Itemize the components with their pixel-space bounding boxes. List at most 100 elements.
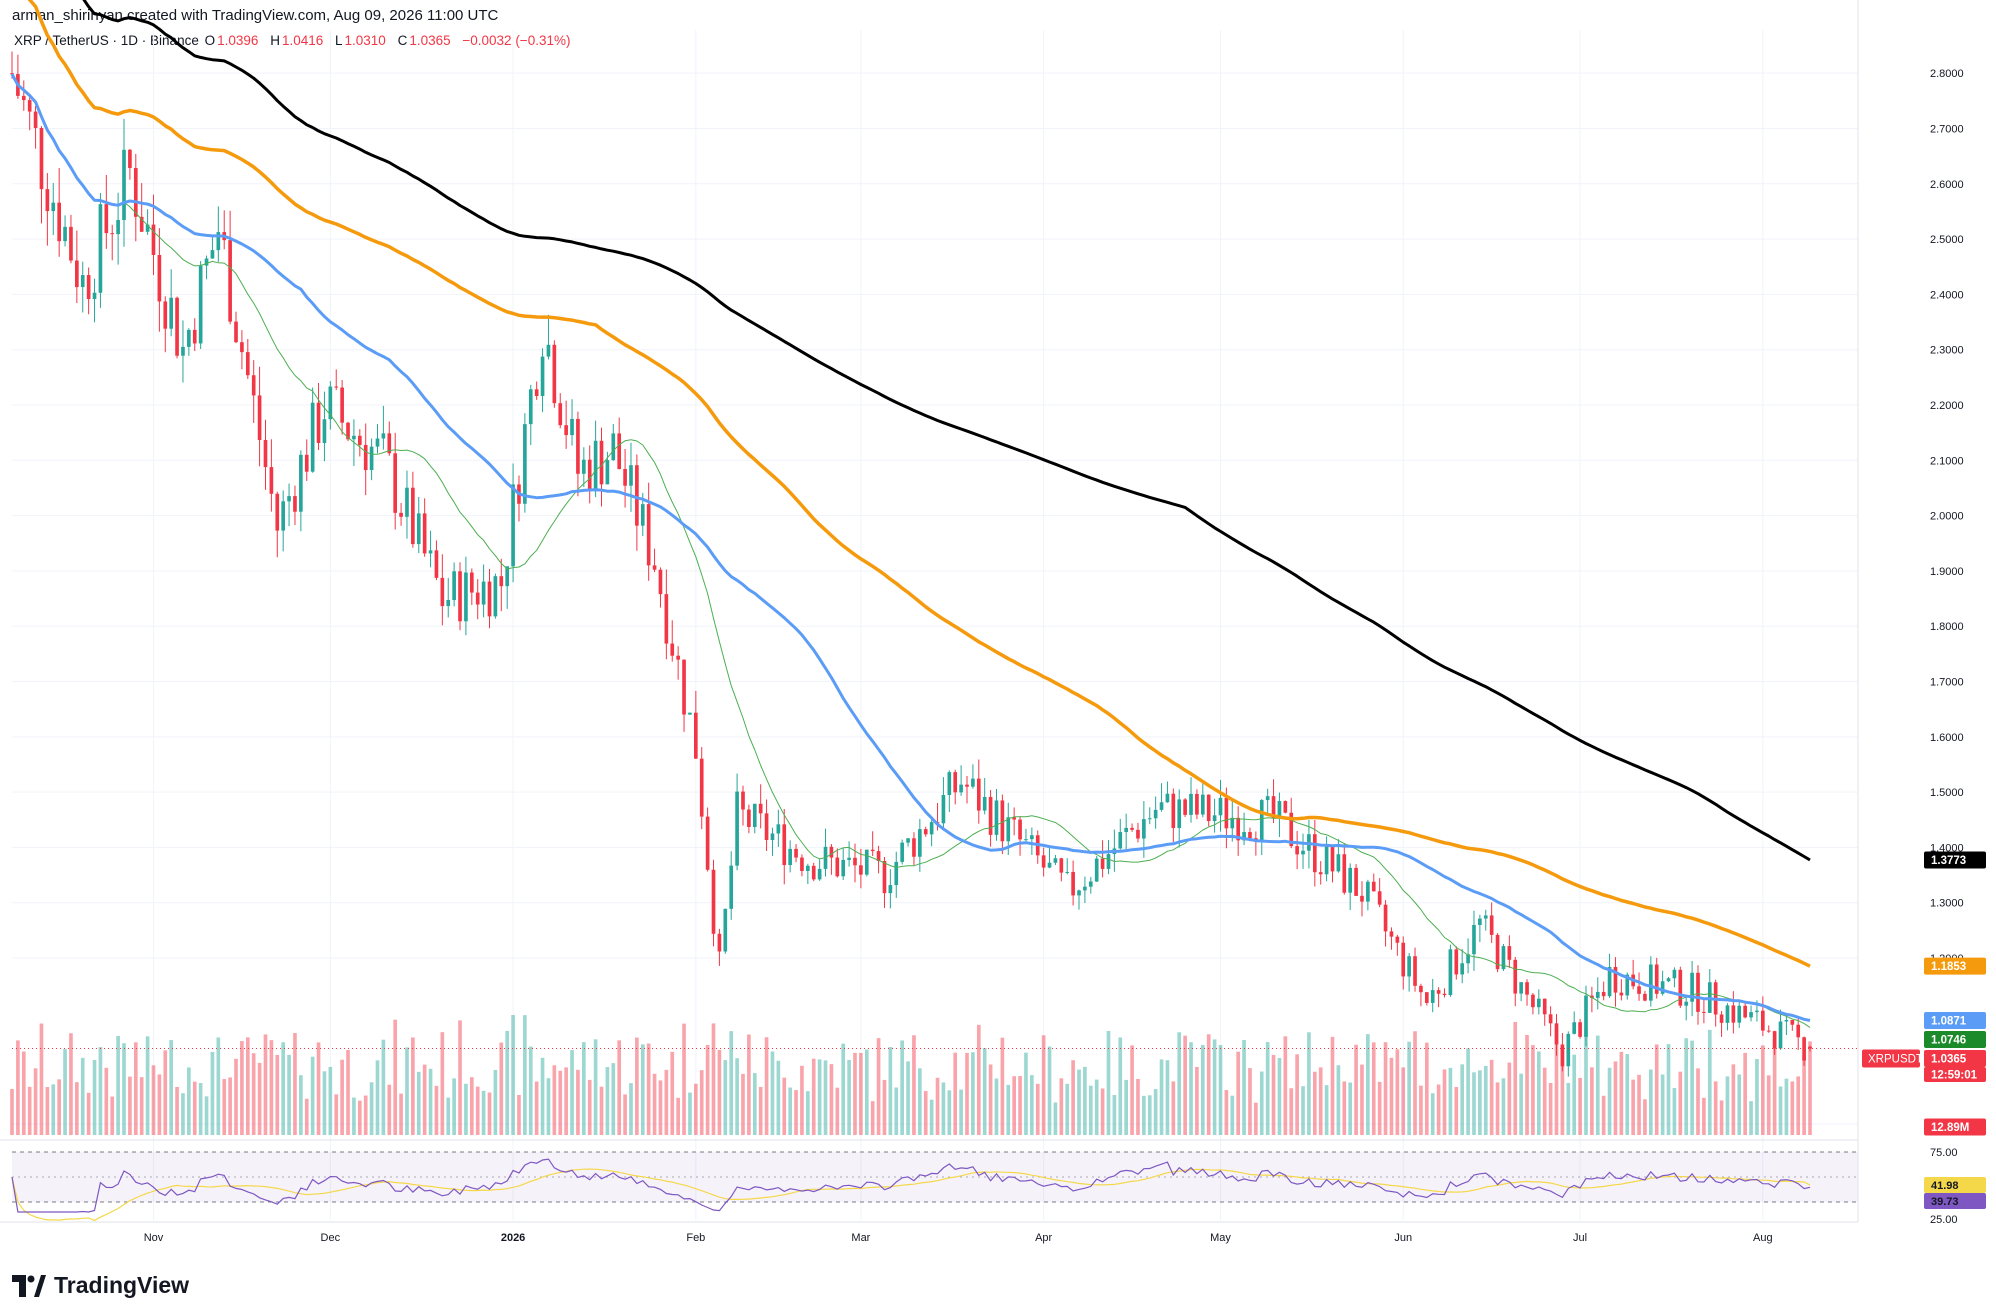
time-axis[interactable]: Nov Dec 2026 Feb Mar Apr May Jun Jul Aug xyxy=(0,0,1859,1244)
candle-down xyxy=(652,565,657,570)
price-tick-label: 1.3000 xyxy=(1930,898,1964,910)
volume-bar xyxy=(1248,1068,1252,1135)
tradingview-logo[interactable]: TradingView xyxy=(12,1272,189,1299)
volume-bar xyxy=(800,1065,804,1135)
ma-orange-line xyxy=(27,0,1811,968)
volume-bar xyxy=(240,1041,244,1135)
volume-bar xyxy=(405,1047,409,1135)
price-tick-label: 2.1000 xyxy=(1930,455,1964,467)
price-tick-label: 2.0000 xyxy=(1930,511,1964,523)
candle-down xyxy=(21,95,26,101)
volume-bar xyxy=(1749,1101,1753,1135)
volume-bar xyxy=(1802,1055,1806,1135)
candle-up xyxy=(1448,949,1453,996)
volume-bar xyxy=(1766,1075,1771,1135)
volume-bar xyxy=(729,1031,734,1135)
candle-up xyxy=(1501,946,1506,970)
volume-bar xyxy=(1018,1076,1022,1135)
candle-up xyxy=(523,424,527,504)
volume-bar xyxy=(900,1040,904,1135)
volume-bar xyxy=(941,1082,946,1135)
candle-up xyxy=(888,885,893,894)
candle-down xyxy=(1554,1023,1559,1045)
candle-up xyxy=(352,435,356,440)
brand-name: TradingView xyxy=(54,1272,190,1298)
candle-up xyxy=(1118,832,1123,849)
candle-down xyxy=(1743,1005,1747,1018)
volume-bar xyxy=(676,1097,680,1135)
volume-bar xyxy=(1719,1100,1724,1135)
candle-down xyxy=(1236,817,1241,841)
candle-down xyxy=(1295,846,1299,855)
volume-bar xyxy=(92,1059,97,1135)
candle-down xyxy=(1012,817,1016,820)
candle-up xyxy=(1047,862,1052,868)
volume-bar xyxy=(399,1093,403,1135)
volume-bar xyxy=(1230,1095,1235,1135)
volume-bar xyxy=(864,1049,869,1135)
candle-up xyxy=(1466,954,1470,964)
rsi-tick-label: 25.00 xyxy=(1930,1214,1958,1226)
volume-bar xyxy=(322,1071,327,1135)
candle-down xyxy=(1678,969,1683,1006)
volume-bar xyxy=(546,1078,551,1135)
candle-down xyxy=(617,433,622,469)
volume-bar xyxy=(982,1047,987,1135)
volume-bar xyxy=(1790,1081,1795,1135)
candle-down xyxy=(699,758,704,817)
volume-bar xyxy=(1472,1072,1476,1135)
candle-up xyxy=(511,484,515,567)
volume-bar xyxy=(752,1073,757,1135)
candle-down xyxy=(1548,1014,1553,1024)
price-tag xyxy=(1924,957,1986,975)
price-axis[interactable]: 2.8000 2.7000 2.6000 2.5000 2.4000 2.3000 2.20… xyxy=(1862,68,1986,1136)
candle-up xyxy=(982,796,987,811)
volume-bar xyxy=(1177,1032,1182,1135)
volume-bar xyxy=(1195,1066,1199,1135)
candle-up xyxy=(63,226,67,242)
candle-down xyxy=(1342,854,1347,893)
candle-down xyxy=(1578,1022,1582,1037)
volume-bar xyxy=(1578,1077,1582,1135)
candle-down xyxy=(1637,986,1641,994)
volume-bar xyxy=(682,1023,686,1135)
volume-bar xyxy=(670,1051,675,1135)
candle-down xyxy=(1590,995,1594,998)
volume-bar xyxy=(251,1053,256,1135)
volume-bar xyxy=(1672,1088,1677,1135)
volume-bar xyxy=(1625,1054,1630,1135)
candle-down xyxy=(1413,956,1417,986)
candle-up xyxy=(1584,995,1588,1037)
volume-bar xyxy=(694,1083,698,1135)
volume-bar xyxy=(1053,1102,1058,1135)
rsi-tick-label: 75.00 xyxy=(1930,1147,1958,1159)
price-tag xyxy=(1924,1030,1986,1048)
price-tick-label: 2.4000 xyxy=(1930,289,1964,301)
symbol-tag-label: XRPUSDT xyxy=(1868,1053,1923,1065)
volume-bar xyxy=(245,1037,250,1135)
volume-bar xyxy=(1212,1039,1217,1135)
candle-up xyxy=(1077,890,1081,896)
volume-bar xyxy=(1643,1099,1647,1135)
rsi-pane[interactable]: 75.00 25.00 41.98 39.73 xyxy=(11,1147,1986,1226)
volume-bar xyxy=(340,1059,344,1135)
time-tick-label: Jul xyxy=(1573,1232,1587,1244)
volume-bar xyxy=(187,1067,191,1135)
candle-down xyxy=(1419,985,1423,993)
volume-bar xyxy=(511,1015,515,1135)
candle-down xyxy=(623,468,627,486)
volume-bar xyxy=(287,1054,291,1135)
time-tick-label: Dec xyxy=(321,1232,341,1244)
price-tag-label: 1.0746 xyxy=(1931,1034,1966,1046)
candle-up xyxy=(941,795,946,824)
candle-up xyxy=(546,344,551,357)
candle-down xyxy=(1206,794,1211,822)
candlesticks[interactable] xyxy=(10,51,1812,1077)
close-label: C xyxy=(397,33,408,48)
candle-down xyxy=(275,493,280,531)
volume-bar xyxy=(1312,1071,1317,1135)
rsi-tag xyxy=(1924,1193,1986,1210)
candle-down xyxy=(670,643,675,656)
